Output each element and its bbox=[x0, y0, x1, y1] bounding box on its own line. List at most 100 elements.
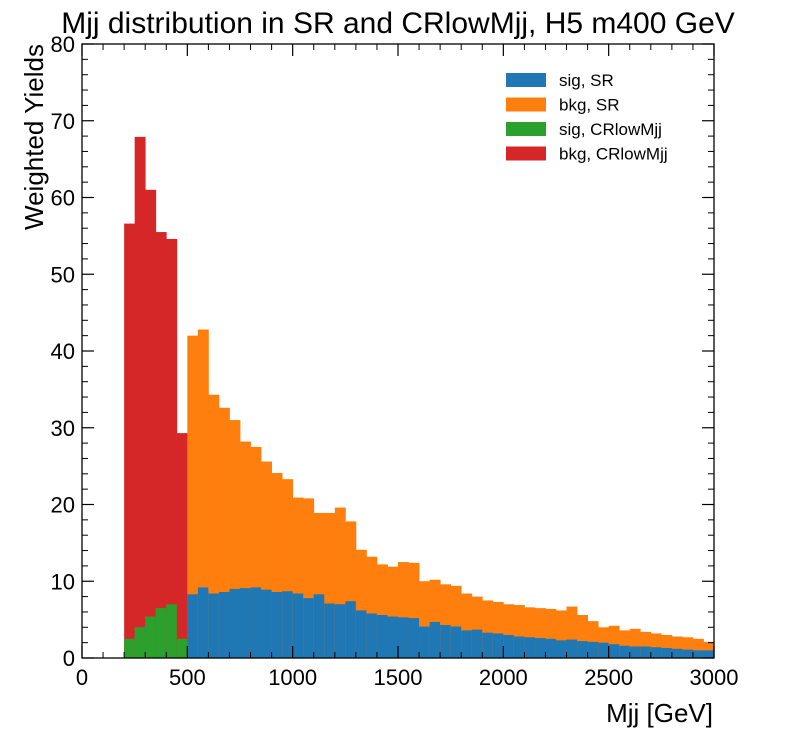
cr-sig-bar bbox=[124, 638, 136, 658]
legend-label-sig-sr: sig, SR bbox=[559, 71, 614, 90]
sr-bkg-bar bbox=[376, 564, 388, 658]
x-tick-label: 2000 bbox=[479, 665, 528, 690]
sr-bkg-bar bbox=[524, 607, 536, 658]
y-tick-label: 0 bbox=[63, 646, 75, 671]
sr-bkg-bar bbox=[366, 556, 378, 658]
sr-bkg-bar bbox=[261, 461, 272, 658]
sr-sig-bar bbox=[408, 618, 420, 658]
sr-sig-bar bbox=[240, 588, 251, 658]
y-tick-label: 70 bbox=[51, 109, 75, 134]
sr-sig-bar bbox=[577, 641, 588, 658]
sr-sig-bar bbox=[355, 610, 367, 658]
y-tick-label: 30 bbox=[51, 416, 75, 441]
sr-bkg-bar bbox=[355, 549, 367, 658]
cr-bkg-bar bbox=[155, 232, 167, 658]
sr-bkg-bar bbox=[503, 604, 515, 658]
sr-bkg-bar bbox=[429, 579, 441, 658]
sr-sig-bar bbox=[461, 630, 473, 658]
sr-sig-bar bbox=[398, 617, 409, 658]
sr-sig-bar bbox=[292, 593, 304, 658]
cr-sig-bar bbox=[155, 608, 167, 658]
sr-bkg-bar bbox=[577, 615, 588, 658]
sr-bkg-bar bbox=[387, 566, 399, 658]
cr-bkg-bar bbox=[176, 433, 188, 658]
cr-sig-bar bbox=[134, 627, 146, 658]
sr-sig-bar bbox=[218, 591, 230, 658]
y-tick-label: 10 bbox=[51, 569, 75, 594]
sr-sig-bar bbox=[619, 645, 631, 658]
sr-sig-bar bbox=[250, 587, 262, 658]
sr-sig-bar bbox=[703, 650, 715, 658]
y-axis-label: Weighted Yields bbox=[19, 44, 49, 230]
sr-sig-bar bbox=[419, 626, 430, 658]
sr-bkg-bar bbox=[229, 420, 241, 658]
x-tick-label: 1500 bbox=[374, 665, 423, 690]
sr-sig-bar bbox=[503, 634, 515, 658]
sr-bkg-bar bbox=[587, 621, 599, 658]
sr-bkg-bar bbox=[545, 608, 557, 658]
sr-bkg-bar bbox=[303, 498, 315, 658]
sr-sig-bar bbox=[566, 639, 578, 658]
sr-bkg-bar bbox=[692, 638, 704, 658]
sr-sig-bar bbox=[324, 603, 336, 658]
sr-sig-bar bbox=[450, 626, 462, 658]
sr-sig-bar bbox=[524, 637, 536, 658]
sr-bkg-bar bbox=[640, 631, 652, 658]
sr-bkg-bar bbox=[492, 601, 504, 658]
sr-sig-bar bbox=[282, 591, 294, 658]
sr-sig-bar bbox=[376, 615, 388, 658]
sr-bkg-bar bbox=[282, 479, 294, 658]
sr-sig-bar bbox=[187, 594, 199, 658]
legend-label-bkg-sr: bkg, SR bbox=[559, 96, 619, 115]
sr-sig-bar bbox=[229, 588, 241, 658]
plot-frame bbox=[81, 43, 715, 659]
sr-bkg-bar bbox=[534, 608, 546, 658]
cr-bkg-bar bbox=[134, 136, 146, 658]
sr-bkg-bar bbox=[608, 625, 620, 658]
sr-bkg-bar bbox=[629, 628, 641, 658]
sr-bkg-bar bbox=[187, 335, 199, 658]
cr-sig-bar bbox=[145, 616, 157, 658]
sr-sig-bar bbox=[692, 650, 704, 658]
sr-bkg-bar bbox=[324, 512, 336, 658]
sr-sig-bar bbox=[608, 644, 620, 658]
legend-swatch-bkg-cr bbox=[506, 146, 546, 161]
x-tick-label: 3000 bbox=[690, 665, 739, 690]
sr-bkg-bar bbox=[671, 636, 683, 658]
sr-bkg-bar bbox=[556, 610, 567, 658]
sr-sig-bar bbox=[682, 649, 694, 658]
sr-sig-bar bbox=[671, 648, 683, 658]
sr-bkg-bar bbox=[661, 634, 673, 658]
chart-title: Mjj distribution in SR and CRlowMjj, H5 … bbox=[61, 7, 735, 40]
x-axis-label: Mjj [GeV] bbox=[606, 698, 713, 728]
sr-bkg-bar bbox=[471, 596, 483, 658]
sr-sig-bar bbox=[587, 641, 599, 658]
sr-sig-bar bbox=[303, 598, 315, 658]
sr-sig-bar bbox=[650, 647, 662, 658]
cr-bkg-bar bbox=[166, 238, 178, 658]
bars-layer bbox=[124, 136, 715, 658]
sr-sig-bar bbox=[492, 633, 504, 658]
sr-bkg-bar bbox=[566, 606, 578, 658]
sr-bkg-bar bbox=[345, 521, 357, 658]
sr-sig-bar bbox=[482, 632, 494, 658]
sr-sig-bar bbox=[429, 621, 441, 658]
y-tick-label: 60 bbox=[51, 186, 75, 211]
legend-swatch-bkg-sr bbox=[506, 97, 546, 112]
sr-sig-bar bbox=[534, 638, 546, 658]
legend: sig, SR bkg, SR sig, CRlowMjj bkg, CRlowMjj bbox=[506, 71, 668, 164]
sr-sig-bar bbox=[366, 613, 378, 658]
sr-bkg-bar bbox=[240, 441, 251, 658]
sr-bkg-bar bbox=[398, 562, 409, 658]
sr-bkg-bar bbox=[208, 394, 220, 658]
sr-sig-bar bbox=[261, 589, 272, 658]
sr-bkg-bar bbox=[619, 630, 631, 658]
sr-sig-bar bbox=[545, 638, 557, 658]
sr-bkg-bar bbox=[703, 641, 715, 658]
legend-swatch-sig-cr bbox=[506, 122, 546, 136]
sr-sig-bar bbox=[345, 601, 357, 658]
sr-bkg-bar bbox=[461, 593, 473, 658]
sr-sig-bar bbox=[271, 591, 283, 658]
